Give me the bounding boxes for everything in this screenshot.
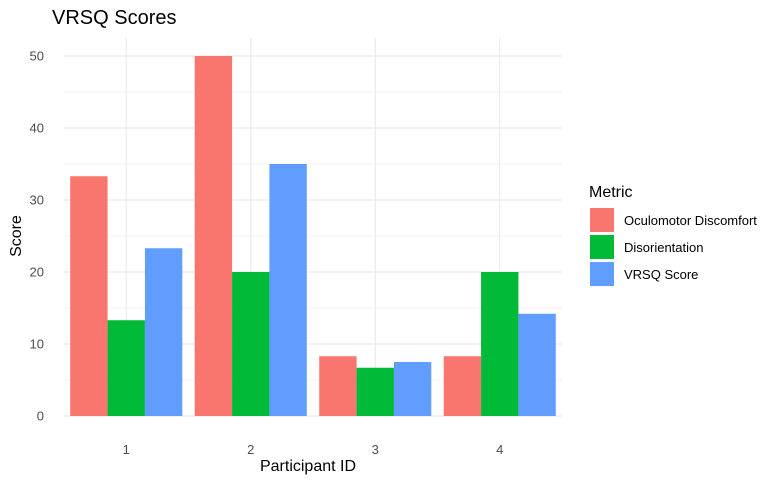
y-tick-label: 50: [30, 49, 44, 64]
legend-items: Oculomotor Discomfort Disorientation VRSQ …: [590, 208, 757, 286]
y-tick-label: 10: [30, 337, 44, 352]
bar: [356, 367, 394, 416]
legend-swatch: [590, 208, 614, 232]
legend-label: Disorientation: [624, 240, 704, 255]
legend: Metric Oculomotor Discomfort Disorientati…: [589, 184, 757, 286]
x-axis-label: Participant ID: [260, 458, 356, 475]
bars-layer: [70, 56, 556, 416]
bar: [269, 164, 307, 416]
bar: [194, 56, 233, 416]
x-tick-label: 4: [496, 442, 503, 457]
bar: [393, 362, 432, 416]
legend-label: VRSQ Score: [624, 267, 698, 282]
y-axis-label: Score: [8, 215, 25, 257]
y-tick-label: 0: [37, 409, 44, 424]
bar: [481, 272, 519, 416]
y-tick-label: 30: [30, 193, 44, 208]
x-tick-label: 1: [123, 442, 130, 457]
bar: [107, 320, 145, 416]
legend-swatch: [590, 262, 614, 286]
x-tick-label: 3: [372, 442, 379, 457]
y-tick-label: 40: [30, 121, 44, 136]
legend-label: Oculomotor Discomfort: [624, 213, 757, 228]
bar: [518, 313, 556, 416]
ticks-layer: 0 10 20 30 40 50 1 2 3 4: [30, 49, 504, 458]
bar: [443, 356, 482, 416]
bar: [232, 272, 270, 416]
bar: [144, 248, 183, 416]
chart-title: VRSQ Scores: [52, 7, 176, 29]
bar: [70, 176, 108, 416]
legend-swatch: [590, 235, 614, 259]
y-tick-label: 20: [30, 265, 44, 280]
legend-title: Metric: [589, 184, 633, 201]
x-tick-label: 2: [247, 442, 254, 457]
bar: [319, 356, 357, 416]
